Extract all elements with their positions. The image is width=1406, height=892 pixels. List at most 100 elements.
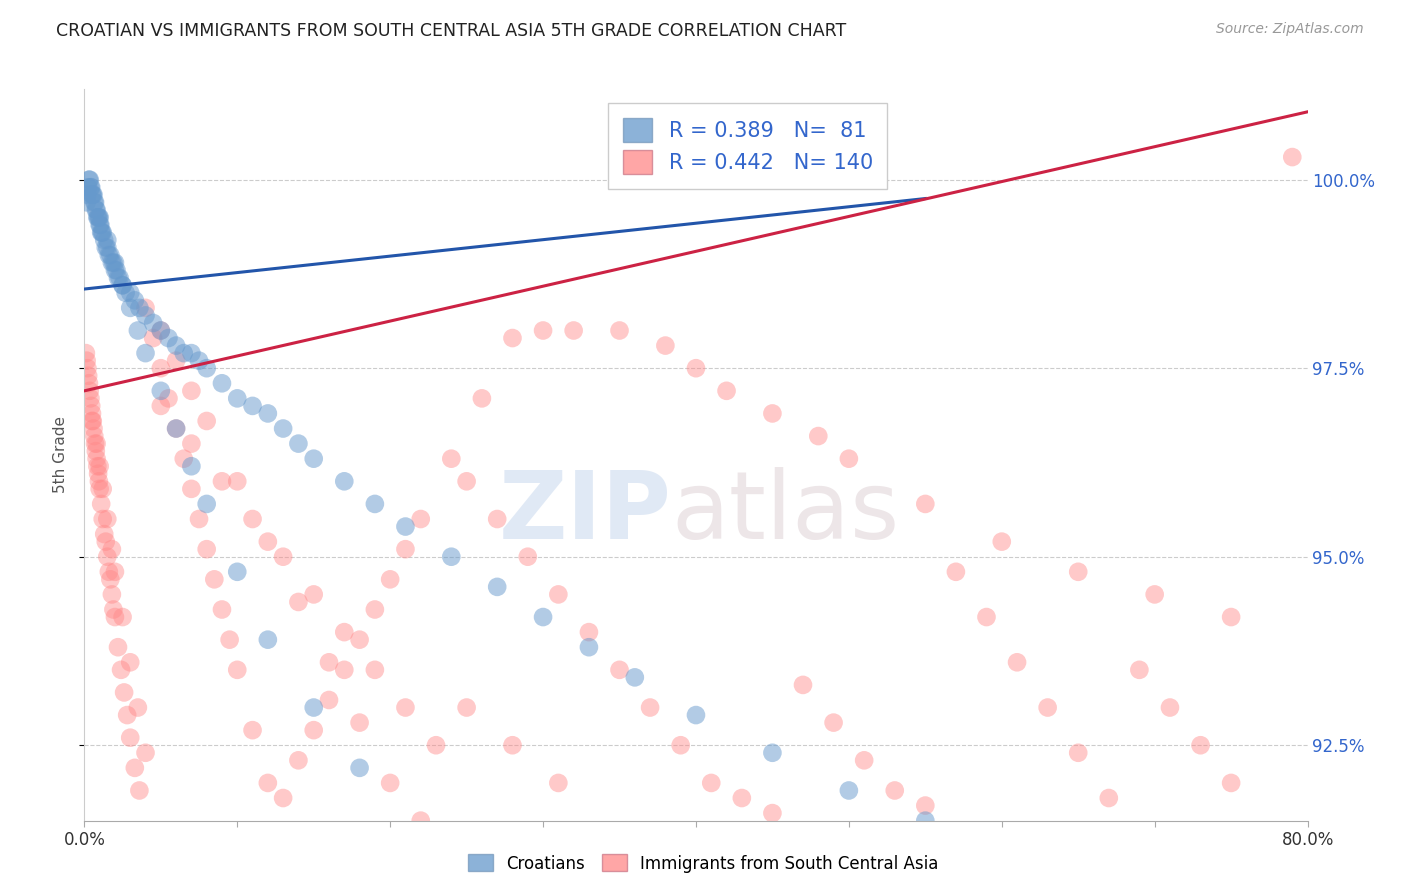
Point [82, 187, 104, 202]
Point [242, 399, 264, 413]
Point [761, 407, 783, 421]
Point [98, 248, 121, 262]
Point [1281, 150, 1303, 164]
Point [838, 451, 860, 466]
Point [409, 512, 432, 526]
Point [149, 324, 172, 338]
Point [142, 316, 165, 330]
Point [914, 814, 936, 828]
Point [440, 451, 463, 466]
Point [380, 776, 402, 790]
Point [271, 549, 294, 564]
Text: CROATIAN VS IMMIGRANTS FROM SOUTH CENTRAL ASIA 5TH GRADE CORRELATION CHART: CROATIAN VS IMMIGRANTS FROM SOUTH CENTRA… [56, 22, 846, 40]
Point [486, 580, 509, 594]
Point [112, 685, 135, 699]
Point [91, 482, 114, 496]
Point [79, 392, 101, 406]
Point [211, 475, 233, 489]
Point [120, 301, 142, 315]
Point [609, 663, 631, 677]
Point [302, 451, 325, 466]
Point [86, 202, 108, 217]
Point [180, 482, 202, 496]
Point [1189, 738, 1212, 752]
Point [94, 534, 117, 549]
Point [394, 700, 416, 714]
Point [440, 549, 463, 564]
Point [578, 640, 600, 655]
Point [98, 572, 121, 586]
Point [685, 361, 707, 376]
Point [364, 497, 387, 511]
Point [1220, 776, 1243, 790]
Point [218, 632, 240, 647]
Point [761, 806, 783, 821]
Point [86, 459, 108, 474]
Point [364, 602, 387, 616]
Text: ZIP: ZIP [499, 467, 672, 559]
Point [76, 195, 98, 210]
Point [349, 761, 371, 775]
Y-axis label: 5th Grade: 5th Grade [53, 417, 69, 493]
Point [180, 459, 202, 474]
Point [287, 436, 309, 450]
Point [685, 708, 707, 723]
Point [318, 655, 340, 669]
Point [257, 632, 280, 647]
Point [149, 324, 172, 338]
Point [394, 542, 416, 557]
Point [624, 670, 647, 684]
Point [180, 384, 202, 398]
Point [86, 211, 108, 225]
Point [226, 565, 249, 579]
Point [333, 663, 356, 677]
Point [456, 700, 478, 714]
Point [149, 361, 172, 376]
Point [486, 512, 509, 526]
Point [302, 587, 325, 601]
Point [226, 475, 249, 489]
Point [101, 255, 124, 269]
Point [103, 602, 125, 616]
Point [96, 233, 118, 247]
Point [79, 172, 101, 186]
Point [127, 324, 149, 338]
Point [1067, 565, 1090, 579]
Point [257, 407, 280, 421]
Text: atlas: atlas [672, 467, 900, 559]
Point [91, 512, 114, 526]
Point [991, 534, 1014, 549]
Point [127, 700, 149, 714]
Point [165, 421, 187, 435]
Point [716, 384, 738, 398]
Point [211, 602, 233, 616]
Point [76, 353, 98, 368]
Point [394, 519, 416, 533]
Point [302, 723, 325, 738]
Point [128, 301, 150, 315]
Point [142, 331, 165, 345]
Point [976, 610, 998, 624]
Point [80, 414, 103, 428]
Point [77, 172, 100, 186]
Point [157, 331, 180, 345]
Point [84, 436, 107, 450]
Text: Source: ZipAtlas.com: Source: ZipAtlas.com [1216, 22, 1364, 37]
Point [242, 512, 264, 526]
Point [77, 180, 100, 194]
Point [104, 255, 127, 269]
Point [333, 475, 356, 489]
Point [1067, 746, 1090, 760]
Point [945, 565, 967, 579]
Point [93, 527, 115, 541]
Point [114, 285, 136, 300]
Point [914, 798, 936, 813]
Point [89, 482, 111, 496]
Point [80, 187, 103, 202]
Point [1159, 700, 1181, 714]
Point [173, 451, 195, 466]
Point [562, 324, 585, 338]
Point [76, 361, 98, 376]
Point [80, 407, 103, 421]
Point [84, 195, 107, 210]
